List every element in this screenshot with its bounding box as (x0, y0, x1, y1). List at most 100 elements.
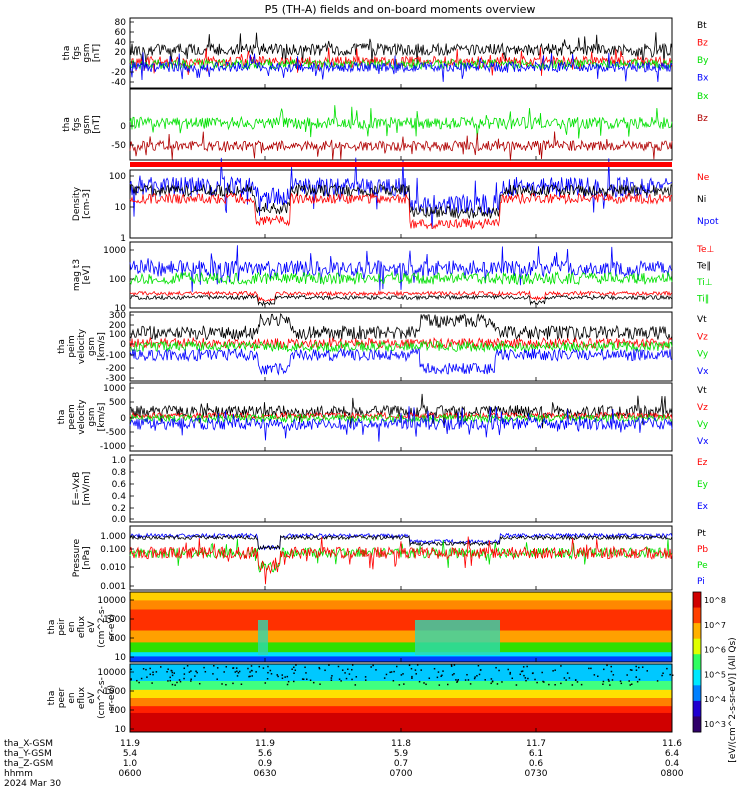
spectrogram-speckle (593, 674, 596, 676)
spectrogram-speckle (130, 678, 132, 681)
y-tick-label: 0.010 (100, 563, 126, 573)
legend-entry: Ne (697, 173, 710, 183)
spectrogram-speckle (251, 669, 253, 672)
spectrogram-speckle (372, 664, 374, 667)
spectrogram-speckle (476, 675, 478, 677)
spectrogram-speckle (403, 683, 405, 685)
spectrogram-speckle (541, 671, 543, 674)
spectrogram-speckle (179, 680, 182, 683)
spectrogram-speckle (628, 680, 630, 682)
legend-entry: Pe (697, 561, 708, 571)
spectrogram-speckle (619, 680, 622, 682)
spectrogram-speckle (636, 680, 639, 683)
y-axis-label: eV (87, 691, 97, 704)
spectrogram-speckle (442, 670, 444, 672)
spectrogram-speckle (266, 678, 269, 680)
y-tick-label: 200 (109, 321, 126, 331)
spectrogram-speckle (140, 677, 143, 680)
y-axis-label: tha (62, 46, 72, 61)
x-tick-label: 5.4 (123, 749, 138, 759)
spectrogram-speckle (225, 683, 227, 686)
spectrogram-speckle (183, 677, 185, 680)
legend-entry: Ti‖ (696, 295, 709, 305)
x-tick-label: 0.4 (665, 759, 680, 769)
y-tick-label: 1 (120, 234, 126, 244)
spectrogram-speckle (324, 669, 326, 672)
spectrogram-speckle (611, 679, 614, 681)
spectrogram-band (130, 652, 672, 657)
spectrogram-speckle (232, 682, 234, 685)
spectrogram-speckle (212, 673, 214, 675)
vy-line (129, 413, 673, 424)
panel-frame (129, 169, 673, 239)
y-axis-label: fgs (72, 117, 82, 131)
spectrogram-band (130, 664, 672, 682)
spectrogram-speckle (536, 681, 538, 684)
spectrogram-speckle (364, 676, 367, 678)
x-row-label: tha_Y-GSM (4, 749, 52, 759)
y-axis-label: sr-eV) (107, 685, 117, 711)
spectrogram-speckle (641, 666, 644, 668)
spectrogram-band (130, 609, 672, 631)
spectrogram-speckle (484, 679, 486, 681)
y-tick-label: 0.001 (100, 582, 126, 592)
bx-line (129, 105, 673, 140)
spectrogram-speckle (437, 671, 440, 673)
spectrogram-speckle (410, 667, 413, 670)
spectrogram-speckle (293, 666, 295, 669)
spectrogram-speckle (638, 678, 641, 681)
y-axis-label: peir (57, 618, 67, 636)
spectrogram-speckle (509, 673, 511, 675)
spectrogram-speckle (196, 671, 198, 674)
y-tick-label: 10 (115, 304, 127, 314)
spectrogram-speckle (671, 674, 674, 677)
spectrogram-speckle (364, 679, 367, 681)
legend-entry: Ex (697, 502, 709, 512)
spectrogram-speckle (523, 674, 525, 677)
spectrogram-speckle (204, 670, 207, 673)
spectrogram-speckle (130, 668, 132, 671)
spectrogram-band (130, 689, 672, 699)
y-tick-label: -300 (106, 374, 127, 384)
spectrogram-speckle (451, 674, 454, 676)
spectrogram-speckle (511, 677, 514, 680)
spectrogram-speckle (186, 665, 189, 667)
spectrogram-speckle (524, 677, 527, 679)
y-axis-label: peem (67, 404, 77, 430)
y-axis-label: gsm (87, 407, 97, 426)
spectrogram-speckle (225, 666, 228, 668)
y-tick-label: 100 (109, 275, 126, 285)
spectrogram-speckle (568, 677, 571, 679)
spectrogram-speckle (466, 673, 468, 676)
spectrogram-speckle (608, 680, 610, 682)
spectrogram-speckle (385, 673, 388, 676)
colorbar-tick-label: 10^7 (704, 621, 726, 630)
spectrogram-speckle (293, 680, 295, 683)
spectrogram-speckle (398, 684, 401, 686)
x-row-label: hhmm (4, 769, 33, 779)
ne-line (129, 192, 673, 231)
spectrogram-speckle (612, 674, 615, 676)
spectrogram-speckle (166, 671, 168, 673)
spectrogram-speckle (341, 669, 344, 671)
spectrogram-speckle (450, 665, 453, 667)
spectrogram-speckle (249, 675, 251, 678)
spectrogram-speckle (607, 678, 610, 681)
spectrogram-speckle (411, 677, 413, 679)
spectrogram-speckle (597, 675, 599, 678)
colorbar-frame (692, 591, 702, 733)
y-axis-label: gsm (87, 337, 97, 356)
spectrogram-speckle (415, 673, 417, 675)
spectrogram-speckle (258, 665, 261, 668)
legend-entry: Vx (697, 367, 709, 377)
y-tick-label: 0.2 (112, 504, 126, 514)
spectrogram-speckle (400, 674, 403, 676)
legend-entry: Npot (697, 217, 719, 227)
spectrogram-speckle (237, 672, 240, 674)
spectrogram-speckle (507, 668, 509, 671)
colorbar-tick-label: 10^3 (704, 720, 726, 729)
y-tick-label: -500 (106, 428, 127, 438)
x-row-label: tha_X-GSM (4, 739, 53, 749)
